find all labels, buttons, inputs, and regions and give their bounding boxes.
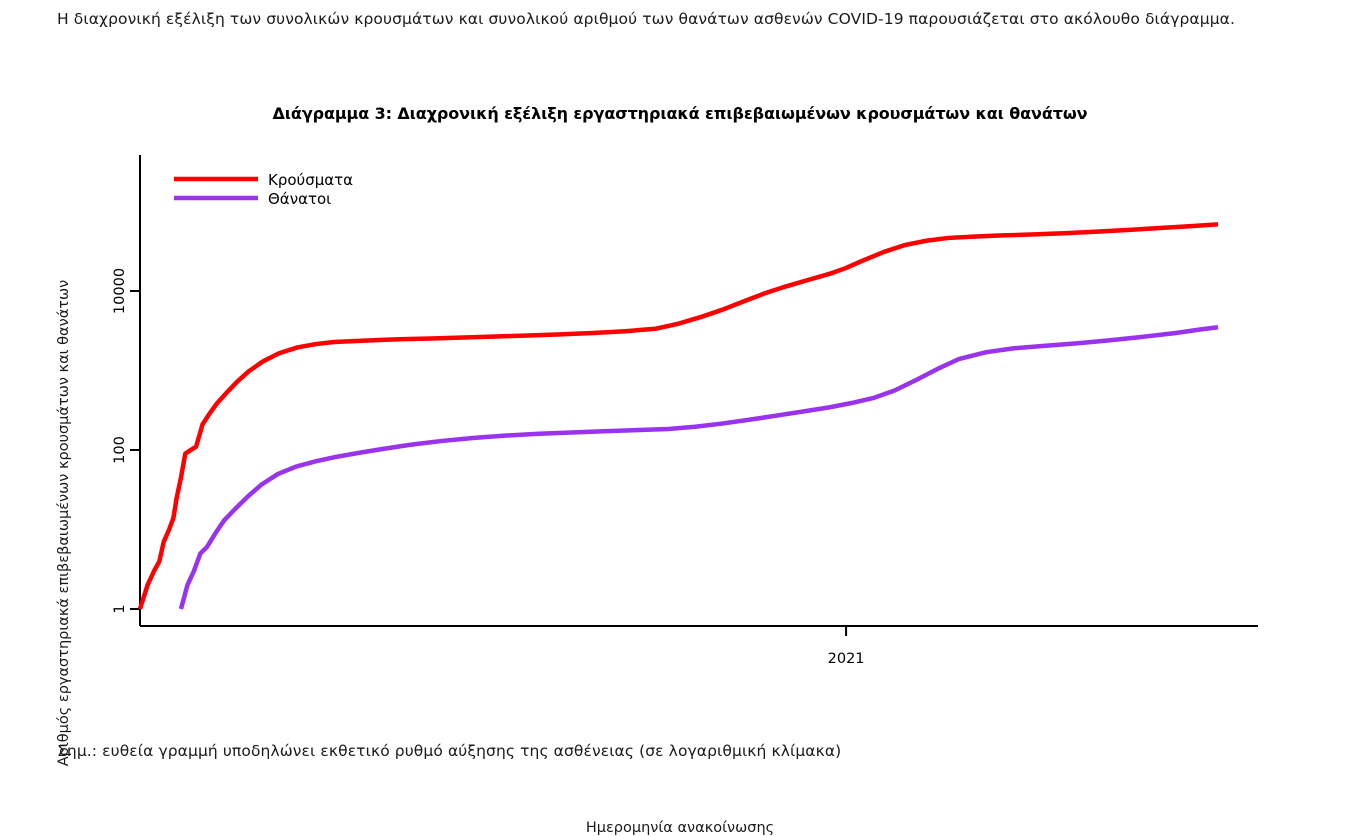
data-series-group <box>137 222 1219 610</box>
y-axis-ticks: 1 100 10000 <box>112 268 140 614</box>
x-axis-title: Ημερομηνία ανακοίνωσης <box>585 820 775 836</box>
series-line-cases <box>137 222 1219 610</box>
series-line-deaths <box>178 325 1219 610</box>
chart-figure: Αριθμός εργαστηριακά επιβεβαιωμένων κρου… <box>0 130 1360 836</box>
y-axis-title: Αριθμός εργαστηριακά επιβεβαιωμένων κρου… <box>56 279 72 767</box>
y-tick-label: 100 <box>112 436 128 464</box>
x-tick-label: 2021 <box>828 651 865 667</box>
chart-plot-area: 1 100 10000 2021 Κρούσματα Θάνατοι <box>112 155 1258 667</box>
y-tick-label: 10000 <box>112 268 128 314</box>
legend-label-deaths: Θάνατοι <box>268 190 331 208</box>
intro-paragraph: Η διαχρονική εξέλιξη των συνολικών κρουσ… <box>57 10 1236 28</box>
chart-title: Διάγραμμα 3: Διαχρονική εξέλιξη εργαστηρ… <box>272 104 1088 123</box>
chart-legend: Κρούσματα Θάνατοι <box>174 171 353 208</box>
y-tick-label: 1 <box>112 604 128 613</box>
chart-footnote: Σημ.: ευθεία γραμμή υποδηλώνει εκθετικό … <box>57 742 842 760</box>
x-axis-ticks: 2021 <box>828 626 865 667</box>
legend-label-cases: Κρούσματα <box>268 171 353 189</box>
